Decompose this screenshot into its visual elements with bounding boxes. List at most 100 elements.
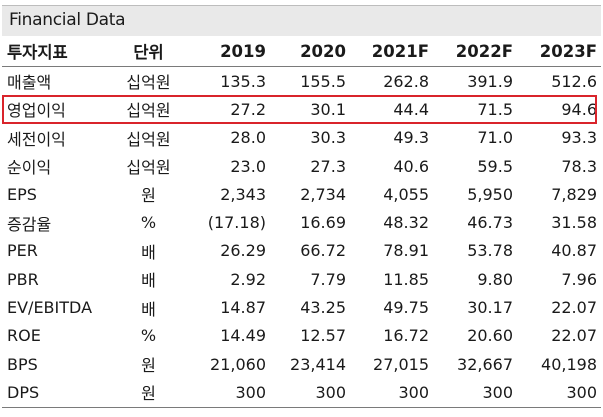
row-unit: 십억원 bbox=[126, 129, 171, 149]
header-indicator: 투자지표 bbox=[2, 36, 112, 67]
value-cell: 20.60 bbox=[467, 326, 513, 346]
table-row: ROE% 14.49 12.57 16.72 20.60 22.07 bbox=[2, 322, 601, 350]
value-cell: 2,343 bbox=[220, 184, 266, 204]
value-cell: 30.3 bbox=[310, 128, 346, 148]
value-cell: 32,667 bbox=[457, 354, 513, 374]
table-row: BPS 원 21,060 23,414 27,015 32,667 40,198 bbox=[2, 350, 601, 378]
row-unit: 원 bbox=[141, 356, 156, 376]
value-cell: 40,198 bbox=[541, 354, 597, 374]
value-cell: 31.58 bbox=[551, 213, 597, 233]
table-row: PER 배 26.29 66.72 78.91 53.78 40.87 bbox=[2, 237, 601, 265]
row-unit: 배 bbox=[141, 242, 156, 262]
value-cell: 300 bbox=[185, 378, 270, 408]
value-cell: 27.2 bbox=[230, 99, 266, 119]
value-cell: 26.29 bbox=[220, 241, 266, 261]
value-cell: 46.73 bbox=[467, 213, 513, 233]
header-2022f: 2022F bbox=[433, 36, 517, 67]
value-cell: 27,015 bbox=[373, 354, 429, 374]
table-row: 세전이익 십억원 28.0 30.3 49.3 71.0 93.3 bbox=[2, 124, 601, 152]
value-cell: 300 bbox=[270, 378, 350, 408]
row-unit: 십억원 bbox=[126, 158, 171, 178]
value-cell: 23,414 bbox=[290, 354, 346, 374]
row-unit: 원 bbox=[112, 378, 185, 408]
table-row: DPS 원 300 300 300 300 300 bbox=[2, 378, 601, 408]
table-row: 매출액 십억원 135.3 155.5 262.8 391.9 512.6 bbox=[2, 67, 601, 96]
row-label: 증감율 bbox=[7, 214, 52, 234]
value-cell: 2.92 bbox=[230, 269, 266, 289]
value-cell: 14.49 bbox=[220, 326, 266, 346]
row-unit: % bbox=[140, 213, 157, 233]
row-unit: 십억원 bbox=[126, 101, 171, 121]
table-row: 증감율% (17.18) 16.69 48.32 46.73 31.58 bbox=[2, 208, 601, 236]
table-body: 매출액 십억원 135.3 155.5 262.8 391.9 512.6 영업이익 십억원 27… bbox=[2, 67, 601, 408]
value-cell: 30.17 bbox=[467, 298, 513, 318]
table-row: 영업이익 십억원 27.2 30.1 44.4 71.5 94.6 bbox=[2, 95, 601, 123]
table-row: EV/EBITDA 배 14.87 43.25 49.75 30.17 22.07 bbox=[2, 293, 601, 321]
row-label: PBR bbox=[7, 269, 39, 289]
value-cell: 391.9 bbox=[467, 71, 513, 91]
value-cell: 49.75 bbox=[383, 298, 429, 318]
value-cell: 135.3 bbox=[220, 71, 266, 91]
value-cell: 300 bbox=[433, 378, 517, 408]
value-cell: 49.3 bbox=[393, 128, 429, 148]
value-cell: 11.85 bbox=[383, 269, 429, 289]
value-cell: 7.79 bbox=[310, 269, 346, 289]
row-label: 순이익 bbox=[7, 158, 52, 178]
title-bar: Financial Data bbox=[2, 5, 601, 36]
value-cell: 7.96 bbox=[561, 269, 597, 289]
row-label: BPS bbox=[7, 354, 38, 374]
row-label: EV/EBITDA bbox=[7, 298, 93, 318]
value-cell: 40.87 bbox=[551, 241, 597, 261]
value-cell: 14.87 bbox=[220, 298, 266, 318]
financial-data-table: 투자지표 단위 2019 2020 2021F 2022F 2023F 매출액 십… bbox=[2, 36, 601, 408]
row-unit: 배 bbox=[141, 299, 156, 319]
value-cell: 43.25 bbox=[300, 298, 346, 318]
value-cell: 53.78 bbox=[467, 241, 513, 261]
value-cell: 300 bbox=[350, 378, 433, 408]
value-cell: 12.57 bbox=[300, 326, 346, 346]
row-unit: 원 bbox=[141, 186, 156, 206]
value-cell: 4,055 bbox=[383, 184, 429, 204]
table-title: Financial Data bbox=[9, 10, 126, 30]
value-cell: 27.3 bbox=[310, 156, 346, 176]
value-cell: 22.07 bbox=[551, 298, 597, 318]
value-cell: 94.6 bbox=[561, 99, 597, 119]
value-cell: 71.0 bbox=[477, 128, 513, 148]
header-2020: 2020 bbox=[270, 36, 350, 67]
header-row: 투자지표 단위 2019 2020 2021F 2022F 2023F bbox=[2, 36, 601, 67]
header-2019: 2019 bbox=[185, 36, 270, 67]
value-cell: 5,950 bbox=[467, 184, 513, 204]
value-cell: 30.1 bbox=[310, 99, 346, 119]
value-cell: 23.0 bbox=[230, 156, 266, 176]
row-label: ROE bbox=[7, 326, 41, 346]
value-cell: 16.72 bbox=[383, 326, 429, 346]
value-cell: 2,734 bbox=[300, 184, 346, 204]
row-label: DPS bbox=[2, 378, 112, 408]
value-cell: 512.6 bbox=[551, 71, 597, 91]
row-label: PER bbox=[7, 241, 38, 261]
row-unit: 배 bbox=[141, 271, 156, 291]
header-2021f: 2021F bbox=[350, 36, 433, 67]
value-cell: 21,060 bbox=[210, 354, 266, 374]
value-cell: 71.5 bbox=[477, 99, 513, 119]
value-cell: 78.91 bbox=[383, 241, 429, 261]
table-row: EPS 원 2,343 2,734 4,055 5,950 7,829 bbox=[2, 180, 601, 208]
value-cell: 262.8 bbox=[383, 71, 429, 91]
row-unit: % bbox=[140, 326, 157, 346]
value-cell: 16.69 bbox=[300, 213, 346, 233]
row-unit: 십억원 bbox=[126, 73, 171, 93]
header-unit: 단위 bbox=[112, 36, 185, 67]
header-2023f: 2023F bbox=[517, 36, 601, 67]
value-cell: 44.4 bbox=[393, 99, 429, 119]
value-cell: 48.32 bbox=[383, 213, 429, 233]
row-label: 세전이익 bbox=[7, 129, 66, 149]
value-cell: (17.18) bbox=[207, 213, 266, 233]
value-cell: 155.5 bbox=[300, 71, 346, 91]
value-cell: 22.07 bbox=[551, 326, 597, 346]
value-cell: 7,829 bbox=[551, 184, 597, 204]
table-row: PBR 배 2.92 7.79 11.85 9.80 7.96 bbox=[2, 265, 601, 293]
value-cell: 78.3 bbox=[561, 156, 597, 176]
value-cell: 40.6 bbox=[393, 156, 429, 176]
row-label: EPS bbox=[7, 184, 37, 204]
table-row: 순이익 십억원 23.0 27.3 40.6 59.5 78.3 bbox=[2, 152, 601, 180]
